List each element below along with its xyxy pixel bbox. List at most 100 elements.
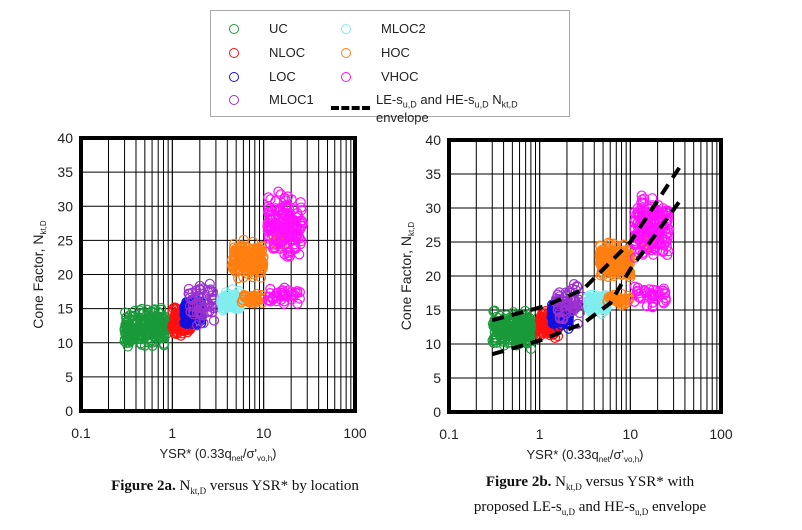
x-tick-label: 10: [623, 426, 639, 442]
point-vhoc: [273, 186, 284, 197]
x-axis-label: YSR* (0.33qnet/σ'vo,h): [160, 446, 277, 463]
x-tick-label: 0.1: [439, 426, 459, 442]
point-vhoc: [274, 203, 285, 215]
point-uc: [135, 338, 146, 349]
point-uc: [120, 319, 131, 330]
legend-label: LE-su,D and HE-su,D Nkt,D envelope: [376, 92, 518, 125]
point-uc: [524, 320, 535, 331]
point-vhoc: [270, 203, 281, 214]
point-uc: [129, 311, 140, 322]
legend-item-mloc2: MLOC2: [341, 21, 426, 36]
point-vhoc: [294, 286, 305, 298]
point-vhoc: [636, 190, 647, 201]
x-tick-label: 0.1: [71, 425, 91, 441]
point-vhoc: [283, 213, 295, 224]
y-tick-label: 40: [57, 130, 73, 146]
point-mloc2: [583, 303, 594, 314]
point-vhoc: [663, 208, 674, 219]
y-tick-label: 35: [425, 166, 441, 182]
chart-2b: 0 5 10 15 20 25 30 35 40 0.1 1 10 100 YSR* (0.33qnet/…: [398, 132, 733, 464]
point-mloc2: [596, 308, 607, 319]
point-vhoc: [290, 231, 301, 242]
dashed-line-icon: [331, 106, 370, 111]
point-vhoc: [296, 202, 307, 213]
point-vhoc: [295, 197, 306, 208]
point-mloc2: [234, 292, 245, 303]
y-tick-label: 35: [57, 164, 73, 180]
legend-item-loc: LOC: [229, 69, 296, 84]
legend-item-mloc1: MLOC1: [229, 92, 314, 107]
point-vhoc: [660, 206, 671, 217]
point-hoc: [244, 295, 255, 306]
point-mloc1: [205, 284, 216, 295]
y-tick-label: 10: [57, 335, 73, 351]
point-vhoc: [662, 223, 673, 234]
point-vhoc: [265, 283, 276, 295]
point-uc: [489, 335, 501, 346]
point-vhoc: [274, 233, 285, 244]
y-tick-label: 25: [425, 234, 441, 250]
legend-label: VHOC: [381, 69, 419, 84]
point-hoc: [594, 240, 606, 251]
point-vhoc: [294, 293, 305, 304]
point-vhoc: [663, 246, 674, 257]
point-vhoc: [629, 240, 640, 251]
point-hoc: [246, 264, 258, 275]
point-mloc1: [552, 303, 563, 315]
point-mloc2: [590, 296, 601, 307]
marker-icon: [229, 94, 239, 105]
point-vhoc: [263, 192, 274, 203]
point-uc: [146, 323, 157, 335]
point-hoc: [238, 234, 249, 245]
point-vhoc: [635, 293, 646, 304]
x-tick-label: 100: [709, 426, 733, 442]
point-vhoc: [639, 284, 650, 296]
marker-icon: [229, 23, 239, 34]
point-vhoc: [648, 290, 659, 302]
legend-item-hoc: HOC: [341, 45, 410, 60]
legend-label: NLOC: [269, 45, 306, 60]
legend-label: MLOC2: [381, 21, 426, 36]
point-vhoc: [651, 285, 662, 296]
point-mloc1: [188, 307, 199, 318]
point-vhoc: [284, 220, 295, 232]
y-tick-label: 30: [57, 198, 73, 214]
point-vhoc: [641, 301, 653, 312]
x-tick-label: 10: [256, 425, 272, 441]
point-mloc1: [554, 313, 566, 324]
point-hoc: [232, 246, 243, 258]
point-vhoc: [647, 193, 658, 204]
y-tick-label: 5: [433, 370, 441, 386]
point-uc: [136, 303, 147, 315]
point-vhoc: [269, 219, 280, 230]
point-vhoc: [635, 204, 647, 215]
point-uc: [148, 304, 159, 316]
legend-label: MLOC1: [269, 92, 314, 107]
point-vhoc: [265, 194, 276, 205]
point-vhoc: [634, 292, 645, 303]
y-tick-label: 25: [57, 232, 73, 248]
point-hoc: [251, 258, 263, 269]
point-mloc2: [227, 284, 238, 295]
marker-icon: [341, 47, 351, 58]
point-vhoc: [649, 243, 661, 254]
y-tick-label: 30: [425, 200, 441, 216]
x-tick-label: 1: [168, 425, 176, 441]
point-uc: [147, 340, 158, 351]
point-uc: [157, 311, 168, 322]
point-nloc: [537, 324, 548, 335]
envelope-lower: [491, 200, 682, 357]
legend-label: HOC: [381, 45, 410, 60]
point-uc: [144, 328, 155, 339]
point-vhoc: [296, 221, 307, 232]
point-mloc1: [184, 300, 196, 312]
y-tick-label: 15: [425, 302, 441, 318]
point-vhoc: [264, 295, 275, 306]
legend-label: LOC: [269, 69, 296, 84]
y-tick-label: 15: [57, 301, 73, 317]
point-hoc: [238, 247, 249, 258]
point-hoc: [246, 244, 257, 255]
point-vhoc: [637, 197, 648, 208]
point-mloc1: [206, 290, 218, 301]
point-vhoc: [648, 249, 659, 260]
